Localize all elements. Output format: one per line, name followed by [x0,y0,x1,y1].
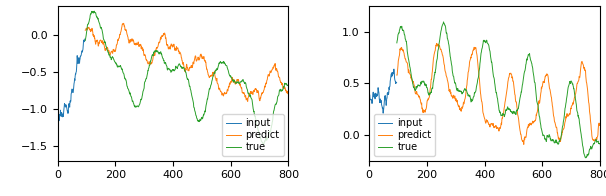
Legend: input, predict, true: input, predict, true [222,114,284,156]
Legend: input, predict, true: input, predict, true [374,114,435,156]
